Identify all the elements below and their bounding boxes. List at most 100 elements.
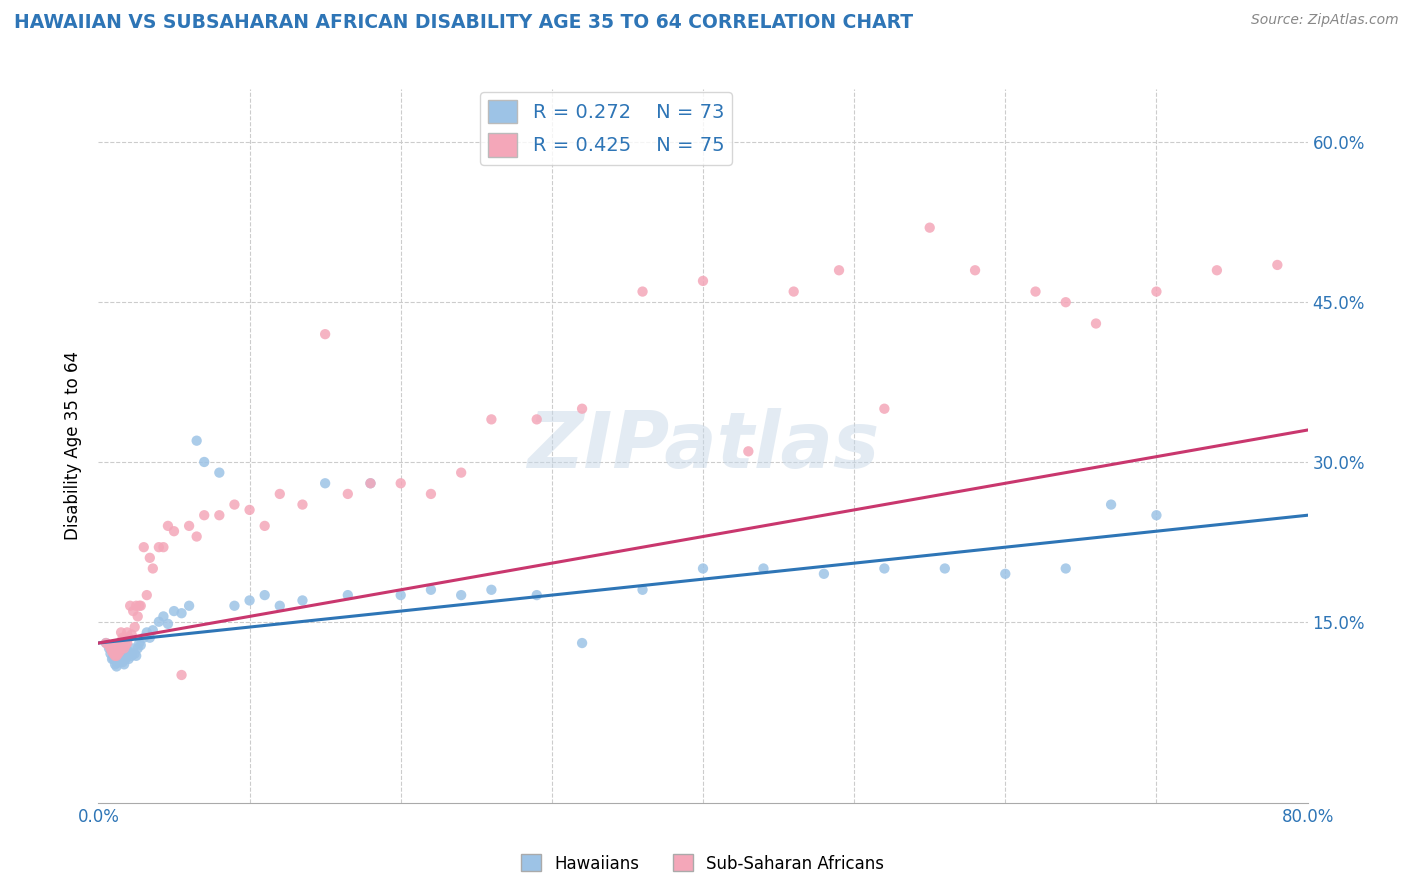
Point bbox=[132, 540, 155, 554]
Point bbox=[120, 599, 142, 613]
Point bbox=[111, 648, 134, 663]
Point bbox=[124, 620, 146, 634]
Point bbox=[208, 466, 231, 480]
Point bbox=[1085, 317, 1108, 331]
Text: Source: ZipAtlas.com: Source: ZipAtlas.com bbox=[1251, 13, 1399, 28]
Point bbox=[224, 599, 246, 613]
Point bbox=[208, 508, 231, 523]
Point bbox=[142, 624, 165, 638]
Point bbox=[110, 641, 132, 656]
Point bbox=[101, 652, 124, 666]
Point bbox=[115, 625, 138, 640]
Point bbox=[118, 631, 141, 645]
Point bbox=[526, 412, 548, 426]
Point bbox=[420, 582, 443, 597]
Point bbox=[170, 668, 193, 682]
Point bbox=[148, 540, 170, 554]
Point bbox=[104, 648, 127, 663]
Point bbox=[118, 644, 141, 658]
Point bbox=[239, 593, 262, 607]
Point bbox=[873, 561, 896, 575]
Point bbox=[148, 615, 170, 629]
Point bbox=[110, 636, 132, 650]
Point bbox=[105, 659, 128, 673]
Point bbox=[163, 604, 186, 618]
Point bbox=[360, 476, 382, 491]
Point bbox=[129, 599, 152, 613]
Point bbox=[110, 625, 132, 640]
Point bbox=[420, 487, 443, 501]
Point bbox=[163, 524, 186, 539]
Point bbox=[108, 644, 131, 658]
Point bbox=[114, 631, 136, 645]
Point bbox=[108, 644, 131, 658]
Point bbox=[110, 641, 132, 656]
Point bbox=[105, 648, 128, 663]
Point bbox=[918, 220, 941, 235]
Point bbox=[1267, 258, 1289, 272]
Point bbox=[127, 641, 149, 656]
Point bbox=[112, 657, 135, 672]
Point bbox=[156, 519, 179, 533]
Point bbox=[103, 647, 125, 661]
Point bbox=[152, 540, 174, 554]
Point bbox=[291, 593, 314, 607]
Point bbox=[994, 566, 1017, 581]
Point bbox=[115, 636, 138, 650]
Point bbox=[103, 652, 125, 666]
Point bbox=[104, 647, 127, 661]
Point bbox=[170, 606, 193, 620]
Point bbox=[314, 327, 336, 342]
Point bbox=[631, 582, 654, 597]
Point bbox=[752, 561, 775, 575]
Point bbox=[1054, 561, 1077, 575]
Point bbox=[112, 634, 135, 648]
Point bbox=[108, 655, 131, 669]
Point bbox=[450, 466, 472, 480]
Point bbox=[115, 647, 138, 661]
Point bbox=[135, 625, 157, 640]
Point bbox=[132, 631, 155, 645]
Point bbox=[314, 476, 336, 491]
Point bbox=[121, 648, 143, 663]
Point bbox=[186, 434, 208, 448]
Point bbox=[934, 561, 956, 575]
Point bbox=[1144, 285, 1167, 299]
Point bbox=[104, 657, 127, 672]
Point bbox=[179, 599, 201, 613]
Point bbox=[139, 550, 162, 565]
Point bbox=[193, 508, 215, 523]
Point bbox=[105, 641, 128, 656]
Point bbox=[108, 636, 131, 650]
Point bbox=[179, 519, 201, 533]
Point bbox=[105, 655, 128, 669]
Point bbox=[125, 599, 148, 613]
Point bbox=[813, 566, 835, 581]
Point bbox=[110, 652, 132, 666]
Point bbox=[152, 609, 174, 624]
Point bbox=[107, 638, 129, 652]
Point bbox=[114, 638, 136, 652]
Point bbox=[120, 647, 142, 661]
Point bbox=[571, 401, 593, 416]
Point bbox=[1206, 263, 1229, 277]
Point bbox=[239, 503, 262, 517]
Point bbox=[122, 604, 145, 618]
Y-axis label: Disability Age 35 to 64: Disability Age 35 to 64 bbox=[65, 351, 83, 541]
Point bbox=[631, 285, 654, 299]
Point bbox=[101, 644, 124, 658]
Point bbox=[526, 588, 548, 602]
Point bbox=[108, 648, 131, 663]
Point bbox=[94, 636, 117, 650]
Point bbox=[114, 644, 136, 658]
Point bbox=[121, 627, 143, 641]
Point bbox=[389, 476, 412, 491]
Point bbox=[98, 638, 121, 652]
Point bbox=[103, 648, 125, 663]
Point bbox=[100, 641, 122, 656]
Point bbox=[571, 636, 593, 650]
Point bbox=[193, 455, 215, 469]
Legend: Hawaiians, Sub-Saharan Africans: Hawaiians, Sub-Saharan Africans bbox=[515, 847, 891, 880]
Point bbox=[104, 644, 127, 658]
Point bbox=[94, 636, 117, 650]
